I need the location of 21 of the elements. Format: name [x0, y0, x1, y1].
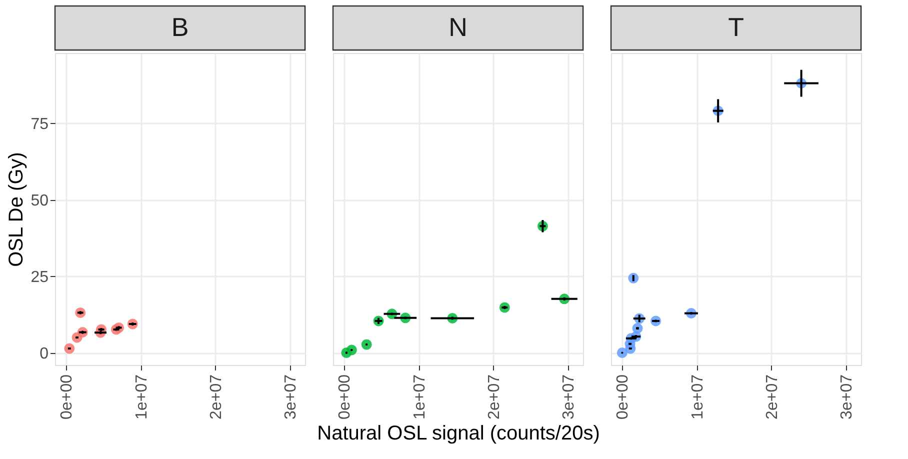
- x-tick-label: 3e+07: [282, 374, 300, 420]
- chart-title: T: [728, 12, 744, 42]
- y-tick-label: 75: [30, 116, 49, 133]
- x-tick-label: 2e+07: [486, 374, 503, 420]
- x-tick-label: 0e+00: [336, 374, 354, 420]
- y-tick-label: 0: [40, 345, 49, 362]
- y-axis-title: OSL De (Gy): [6, 152, 28, 267]
- x-tick-label: 3e+07: [838, 374, 856, 420]
- x-tick-label: 2e+07: [208, 374, 225, 420]
- x-tick-label: 1e+07: [133, 374, 150, 420]
- x-tick-label: 3e+07: [560, 374, 578, 420]
- x-tick-label: 2e+07: [764, 374, 781, 420]
- chart-title: B: [171, 12, 189, 42]
- chart-title: N: [448, 12, 468, 42]
- x-tick-label: 1e+07: [411, 374, 428, 420]
- y-tick-label: 50: [30, 192, 49, 210]
- x-tick-label: 0e+00: [614, 374, 632, 420]
- y-tick-label: 25: [30, 268, 49, 286]
- x-tick-label: 1e+07: [689, 374, 706, 420]
- x-tick-label: 0e+00: [58, 374, 76, 420]
- x-axis-title: Natural OSL signal (counts/20s): [317, 422, 600, 444]
